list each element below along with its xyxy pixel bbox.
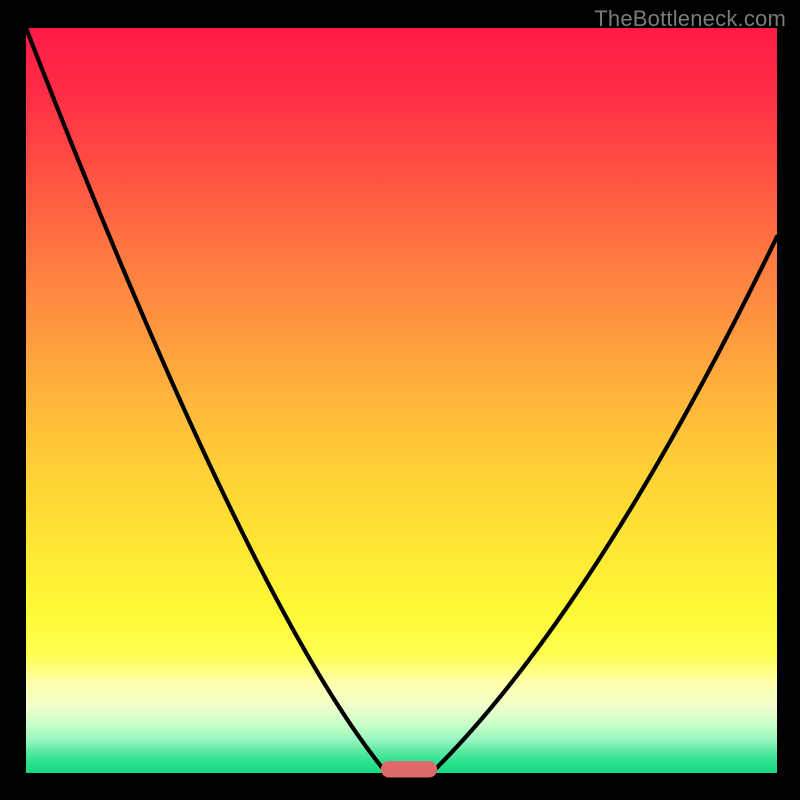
- optimal-range-marker: [381, 761, 437, 777]
- watermark-text: TheBottleneck.com: [594, 6, 786, 32]
- gradient-plot-area: [26, 28, 777, 773]
- chart-svg: [0, 0, 800, 800]
- stage: TheBottleneck.com: [0, 0, 800, 800]
